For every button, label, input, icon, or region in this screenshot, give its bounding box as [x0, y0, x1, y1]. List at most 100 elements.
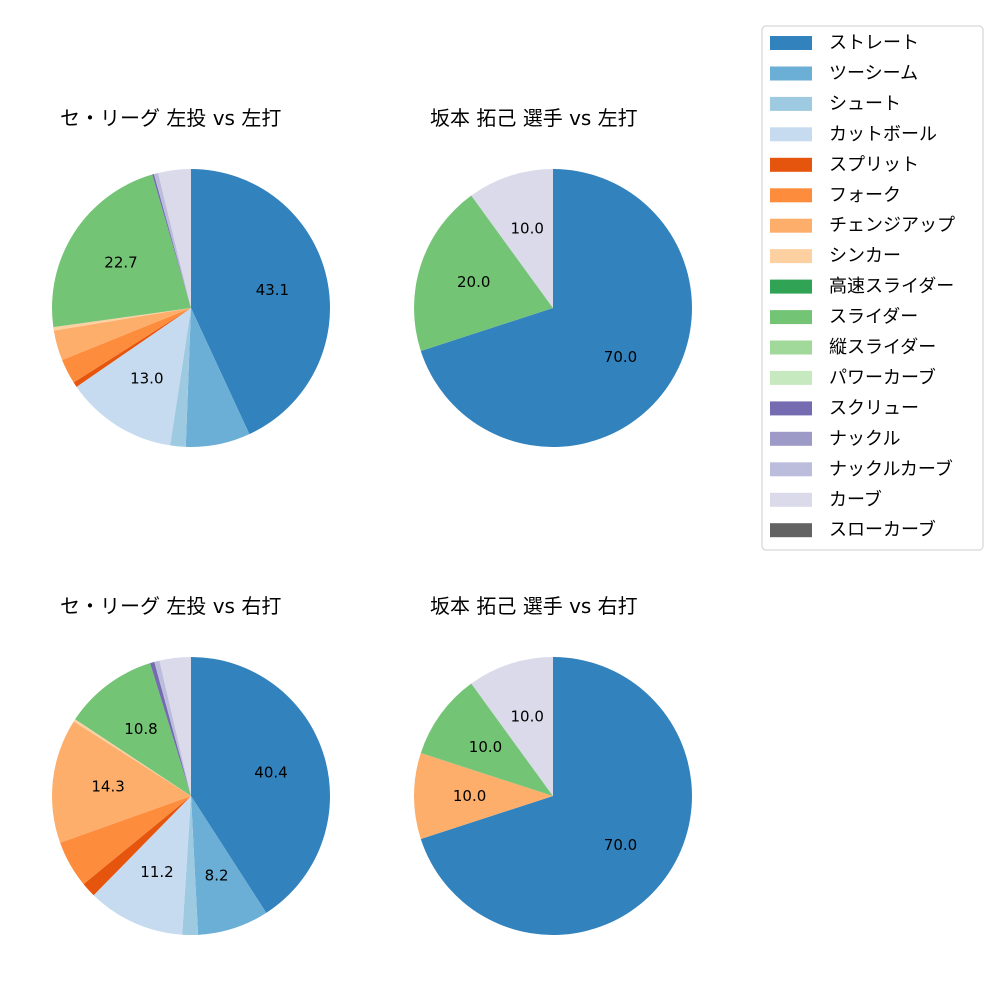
legend: ストレートツーシームシュートカットボールスプリットフォークチェンジアップシンカー…: [761, 25, 984, 551]
slice-label: 11.2: [140, 863, 173, 881]
pie-slice: [420, 683, 553, 796]
pie-slice: [60, 796, 192, 885]
legend-label: パワーカーブ: [829, 366, 936, 388]
legend-label: ナックルカーブ: [829, 458, 953, 480]
legend-item: カットボール: [770, 124, 937, 145]
legend-item: シンカー: [770, 246, 901, 267]
pie-slice: [185, 308, 250, 447]
legend-item: パワーカーブ: [770, 366, 936, 388]
legend-label: チェンジアップ: [829, 215, 955, 236]
legend-swatch: [770, 218, 812, 233]
slice-label: 10.0: [510, 708, 543, 726]
legend-item: 高速スライダー: [770, 276, 954, 297]
pie-slice: [413, 753, 553, 839]
chart-title: 坂本 拓己 選手 vs 左打: [430, 106, 638, 130]
slice-label: 20.0: [457, 273, 490, 291]
pie-slice: [420, 169, 692, 448]
legend-swatch: [770, 340, 812, 355]
pie-slice: [53, 308, 191, 331]
legend-swatch: [770, 96, 812, 111]
legend-label: ストレート: [829, 33, 919, 54]
pie-chart-4: 坂本 拓己 選手 vs 右打 70.0 10.0 10.0 10.0: [413, 594, 692, 936]
legend-item: フォーク: [770, 185, 901, 206]
legend-label: フォーク: [829, 185, 901, 206]
legend-swatch: [770, 279, 812, 294]
pie-slice: [73, 719, 191, 796]
pie-slice: [154, 660, 191, 796]
legend-swatch: [770, 157, 812, 172]
legend-item: スプリット: [770, 154, 919, 175]
legend-item: チェンジアップ: [770, 215, 955, 236]
chart-title: セ・リーグ 左投 vs 左打: [60, 106, 281, 130]
pie-slice: [413, 195, 553, 351]
legend-item: 縦スライダー: [770, 337, 936, 358]
legend-label: 高速スライダー: [829, 276, 954, 297]
legend-swatch: [770, 127, 812, 142]
legend-swatch: [770, 401, 812, 416]
legend-label: スクリュー: [829, 398, 919, 419]
slice-label: 8.2: [205, 866, 229, 884]
pie-slice: [83, 796, 191, 896]
slice-label: 14.3: [91, 778, 124, 796]
pie-slice: [62, 308, 192, 383]
pie-chart-3: セ・リーグ 左投 vs 右打 40.4 8.2 11.2 14.3 10.8: [52, 594, 330, 936]
pie-slice: [152, 174, 191, 308]
legend-swatch: [770, 462, 812, 477]
legend-item: ナックル: [770, 428, 900, 449]
slice-label: 10.0: [510, 220, 543, 238]
legend-label: スライダー: [829, 307, 918, 328]
slice-label: 10.0: [469, 738, 502, 756]
pie-slice: [76, 308, 191, 446]
legend-swatch: [770, 188, 812, 203]
legend-label: シュート: [829, 93, 901, 114]
pie-slice: [73, 308, 191, 387]
pie-slice: [420, 657, 692, 936]
legend-swatch: [770, 36, 812, 50]
slice-label: 13.0: [130, 370, 163, 388]
slice-label: 10.8: [124, 720, 157, 738]
legend-item: シュート: [770, 93, 901, 114]
legend-item: カーブ: [770, 488, 882, 510]
legend-swatch: [770, 370, 812, 385]
legend-swatch: [770, 431, 812, 446]
legend-swatch: [770, 249, 812, 264]
legend-label: スプリット: [829, 154, 919, 175]
legend-label: カットボール: [829, 124, 937, 145]
legend-label: ツーシーム: [829, 63, 918, 84]
slice-label: 43.1: [256, 281, 289, 299]
slice-label: 22.7: [104, 254, 137, 272]
legend-item: ナックルカーブ: [770, 458, 953, 480]
pie-chart-1: セ・リーグ 左投 vs 左打 43.1 13.0 22.7: [52, 106, 330, 447]
legend-item: スクリュー: [770, 398, 919, 419]
pie-slice: [150, 661, 191, 796]
legend-swatch: [770, 523, 812, 538]
pie-slice: [471, 169, 553, 308]
slice-label: 40.4: [254, 764, 287, 782]
legend-label: シンカー: [829, 246, 901, 267]
pie-slice: [471, 657, 553, 796]
legend-swatch: [770, 492, 812, 507]
legend-item: スライダー: [770, 307, 918, 328]
pie-slice: [153, 172, 191, 308]
legend-item: ツーシーム: [770, 63, 918, 84]
pie-chart-2: 坂本 拓己 選手 vs 左打 70.0 20.0 10.0: [413, 106, 692, 448]
legend-item: ストレート: [770, 33, 919, 54]
pie-slice: [53, 308, 191, 360]
pie-slice: [158, 169, 191, 308]
pie-slice: [93, 796, 191, 935]
chart-title: 坂本 拓己 選手 vs 右打: [430, 594, 638, 618]
legend-label: 縦スライダー: [829, 337, 936, 358]
legend-swatch: [770, 310, 812, 325]
pie-slice: [52, 174, 192, 328]
pie-slice: [170, 308, 191, 447]
pie-slice: [182, 796, 199, 936]
pie-slice: [191, 657, 330, 913]
legend-label: カーブ: [829, 488, 882, 510]
pie-slice: [191, 169, 330, 435]
legend-frame: [761, 25, 984, 551]
slice-label: 70.0: [604, 836, 637, 854]
legend-label: ナックル: [829, 428, 900, 449]
slice-label: 70.0: [604, 348, 637, 366]
pie-slice: [52, 721, 191, 843]
